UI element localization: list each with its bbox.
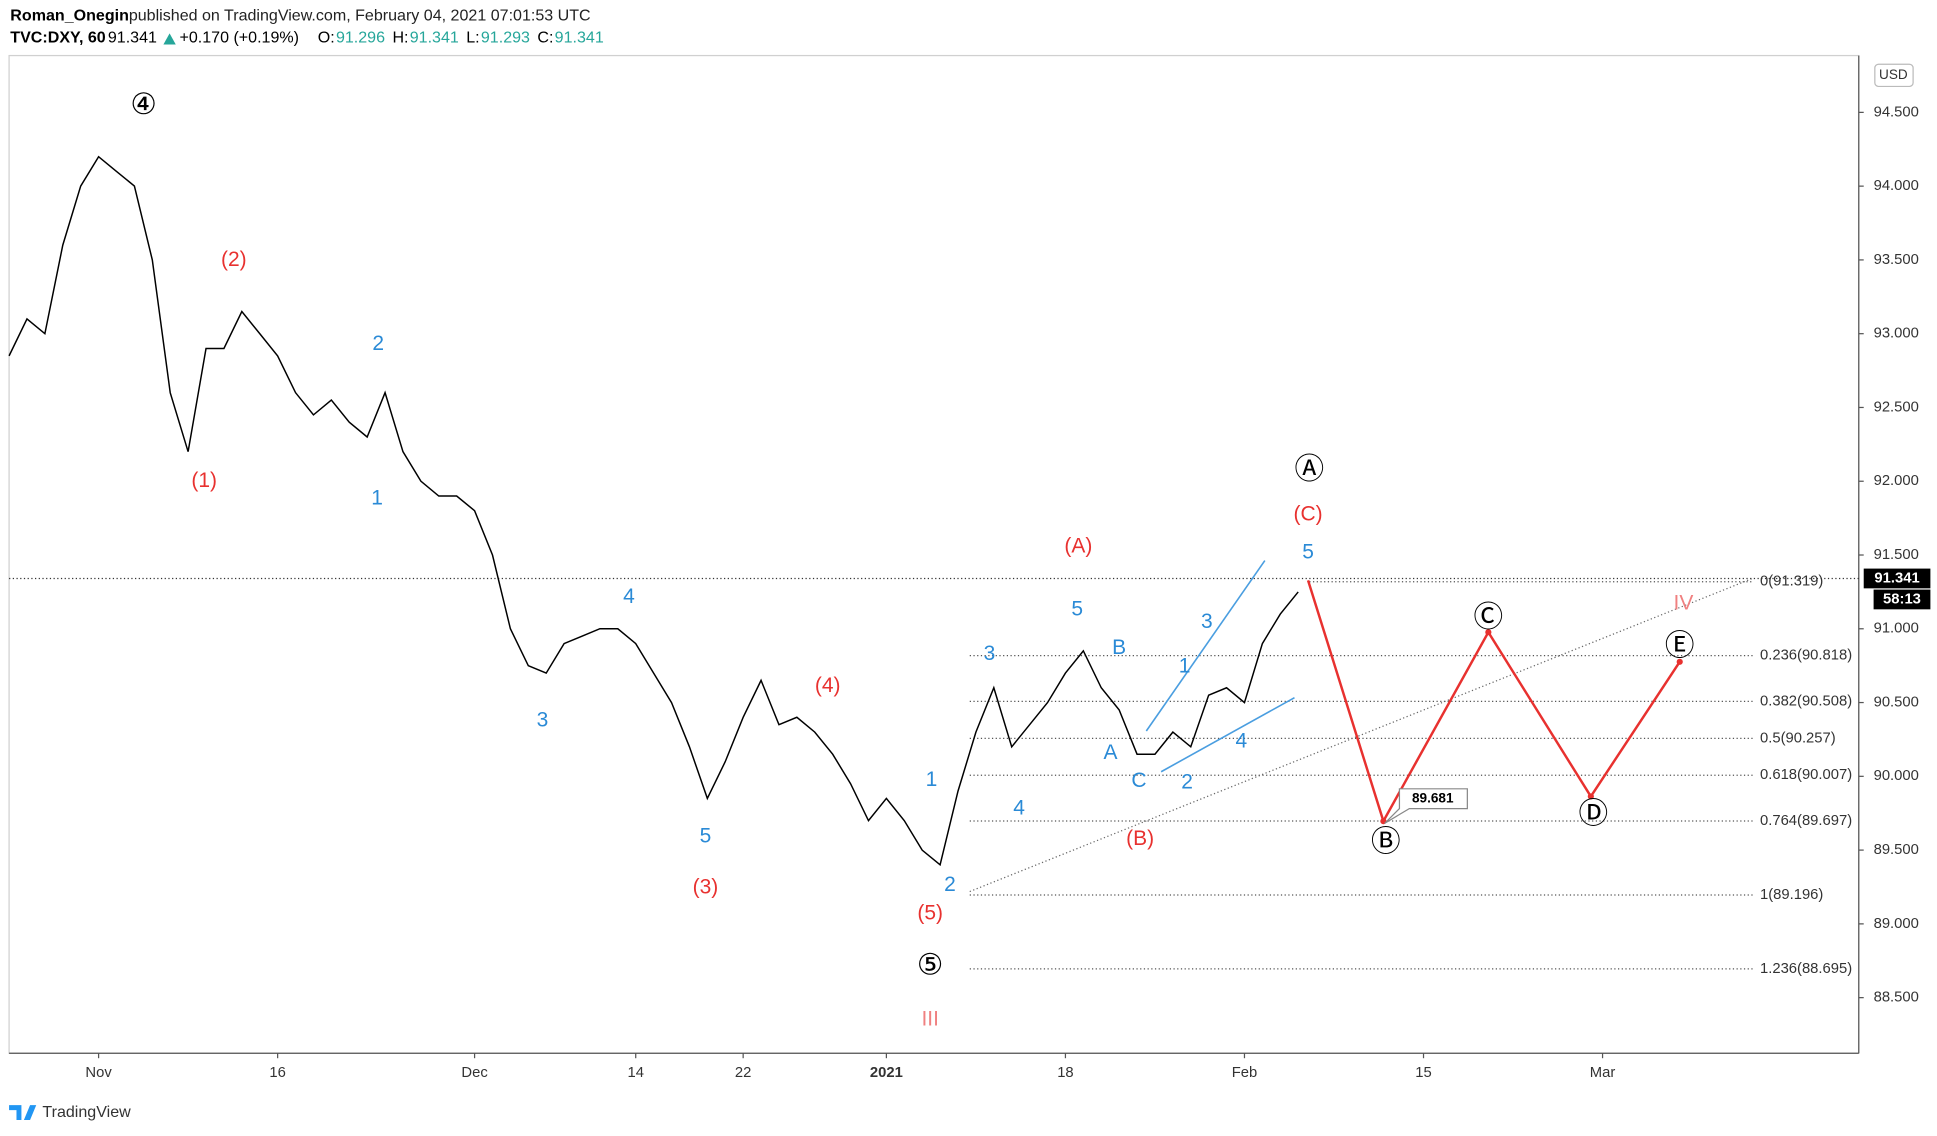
ohlc-label: C: [537,29,553,47]
wave-label: 4 [623,585,635,608]
up-icon [163,33,176,45]
brand: TradingView [42,1103,131,1121]
y-tick-label: 94.000 [1874,178,1919,194]
x-tick-label: 2021 [870,1065,903,1081]
x-tick-label: Feb [1232,1065,1258,1081]
symbol: TVC:DXY, 60 [10,29,105,47]
wave-label: 3 [537,709,549,732]
wave-label: 4 [1013,796,1025,819]
wave-label: Ⓑ [1371,825,1401,858]
wave-label: IV [1674,591,1694,614]
y-tick-label: 91.500 [1874,547,1919,563]
countdown-box [1873,589,1931,610]
fib-label: 1(89.196) [1760,887,1823,903]
fib-label: 1.236(88.695) [1760,961,1852,977]
ohlc-label: H: [392,29,408,47]
ohlc-label: O: [318,29,335,47]
fib-label: 0(91.319) [1760,574,1823,590]
ohlc-value: 91.296 [336,29,385,47]
y-tick-label: 90.000 [1874,768,1919,784]
wave-label: (B) [1126,827,1154,850]
wave-label: Ⓔ [1665,629,1695,662]
last-price-box [1863,568,1931,589]
x-tick-label: 22 [735,1065,751,1081]
x-tick-label: 14 [627,1065,643,1081]
x-tick-label: 16 [269,1065,285,1081]
wave-label: Ⓓ [1578,797,1608,830]
callout-box [1384,788,1468,824]
currency: USD [1879,67,1908,82]
channel-line [1145,560,1266,732]
wave-label: 3 [984,642,996,665]
y-tick-label: 92.500 [1874,399,1919,415]
wave-label: 3 [1201,610,1213,633]
x-tick-label: Dec [461,1065,488,1081]
change: +0.170 (+0.19%) [179,29,299,47]
y-tick-label: 93.500 [1874,252,1919,268]
fib-label: 0.382(90.508) [1760,693,1852,709]
wave-label: A [1104,741,1118,764]
trend-line [969,577,1755,893]
y-tick-label: 92.000 [1874,473,1919,489]
wave-label: C [1131,769,1146,792]
y-tick-label: 91.000 [1874,621,1919,637]
ohlc-label: L: [466,29,479,47]
wave-label: 2 [1181,770,1193,793]
arrow-tip [1485,629,1492,636]
countdown: 58:13 [1883,591,1921,607]
wave-label: Ⓐ [1294,452,1324,485]
y-tick-label: 89.500 [1874,842,1919,858]
last-price: 91.341 [1874,570,1919,586]
wave-label: Ⓒ [1474,600,1504,633]
fib-label: 0.5(90.257) [1760,730,1836,746]
callout-label: 89.681 [1412,790,1454,805]
ohlc-value: 91.341 [555,29,604,47]
wave-label: III [921,1007,939,1030]
logo [9,1105,37,1120]
x-tick-label: 15 [1415,1065,1431,1081]
x-tick-label: Mar [1590,1065,1616,1081]
x-tick-label: Nov [85,1065,112,1081]
y-tick-label: 94.500 [1874,104,1919,120]
wave-label: (1) [191,469,217,492]
ohlc-value: 91.341 [410,29,459,47]
wave-label: 1 [371,486,383,509]
ohlc-value: 91.293 [481,29,530,47]
fib-label: 0.764(89.697) [1760,813,1852,829]
y-tick-label: 89.000 [1874,916,1919,932]
y-tick-label: 93.000 [1874,326,1919,342]
wave-label: (A) [1064,535,1092,558]
wave-label: ⑤ [917,949,944,982]
currency-box [1874,63,1914,88]
wave-label: (4) [815,674,841,697]
wave-label: ④ [130,88,157,121]
fib-label: 0.618(90.007) [1760,767,1852,783]
arrow-tip [1676,658,1683,665]
wave-label: (2) [221,248,247,271]
wave-label: 5 [1302,541,1314,564]
wave-label: 1 [1179,654,1191,677]
channel-line [1160,696,1295,773]
wave-label: 5 [1071,598,1083,621]
wave-label: 5 [700,825,712,848]
wave-label: (3) [693,875,719,898]
wave-label: 2 [372,332,384,355]
wave-label: (C) [1293,502,1322,525]
wave-label: (5) [917,901,943,924]
wave-label: 2 [944,873,956,896]
x-tick-label: 18 [1057,1065,1073,1081]
y-tick-label: 90.500 [1874,694,1919,710]
wave-label: 1 [926,768,938,791]
author: Roman_Onegin [10,6,129,24]
wave-label: 4 [1236,730,1248,753]
last: 91.341 [108,29,157,47]
fib-label: 0.236(90.818) [1760,648,1852,664]
arrow-tip [1587,793,1594,800]
published: published on TradingView.com, February 0… [129,6,591,24]
y-tick-label: 88.500 [1874,990,1919,1006]
price-line [8,155,1299,867]
wave-label: B [1112,636,1126,659]
